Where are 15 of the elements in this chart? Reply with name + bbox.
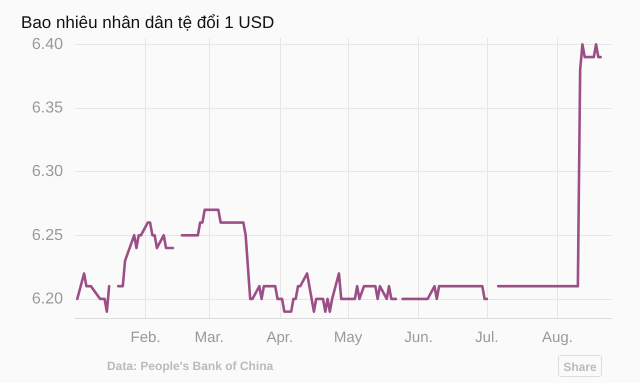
x-tick-label: Aug. <box>542 329 573 346</box>
y-tick-label: 6.20 <box>32 290 64 308</box>
share-button: Share <box>558 355 602 377</box>
x-tick-label: May <box>334 329 363 346</box>
y-tick-label: 6.25 <box>32 226 64 244</box>
x-tick-label: Mar. <box>194 329 224 346</box>
y-tick-label: 6.30 <box>32 163 64 180</box>
x-tick-label: Jul. <box>475 329 499 346</box>
y-tick-label: 6.40 <box>32 36 64 53</box>
x-tick-label: Feb. <box>130 329 161 346</box>
chart-title: Bao nhiêu nhân dân tệ đổi 1 USD <box>21 13 274 32</box>
x-tick-label: Jun. <box>404 329 433 346</box>
text: Data: People's Bank of China <box>107 359 274 373</box>
y-tick-label: 6.35 <box>32 100 64 116</box>
x-tick-label: Apr. <box>266 329 294 346</box>
